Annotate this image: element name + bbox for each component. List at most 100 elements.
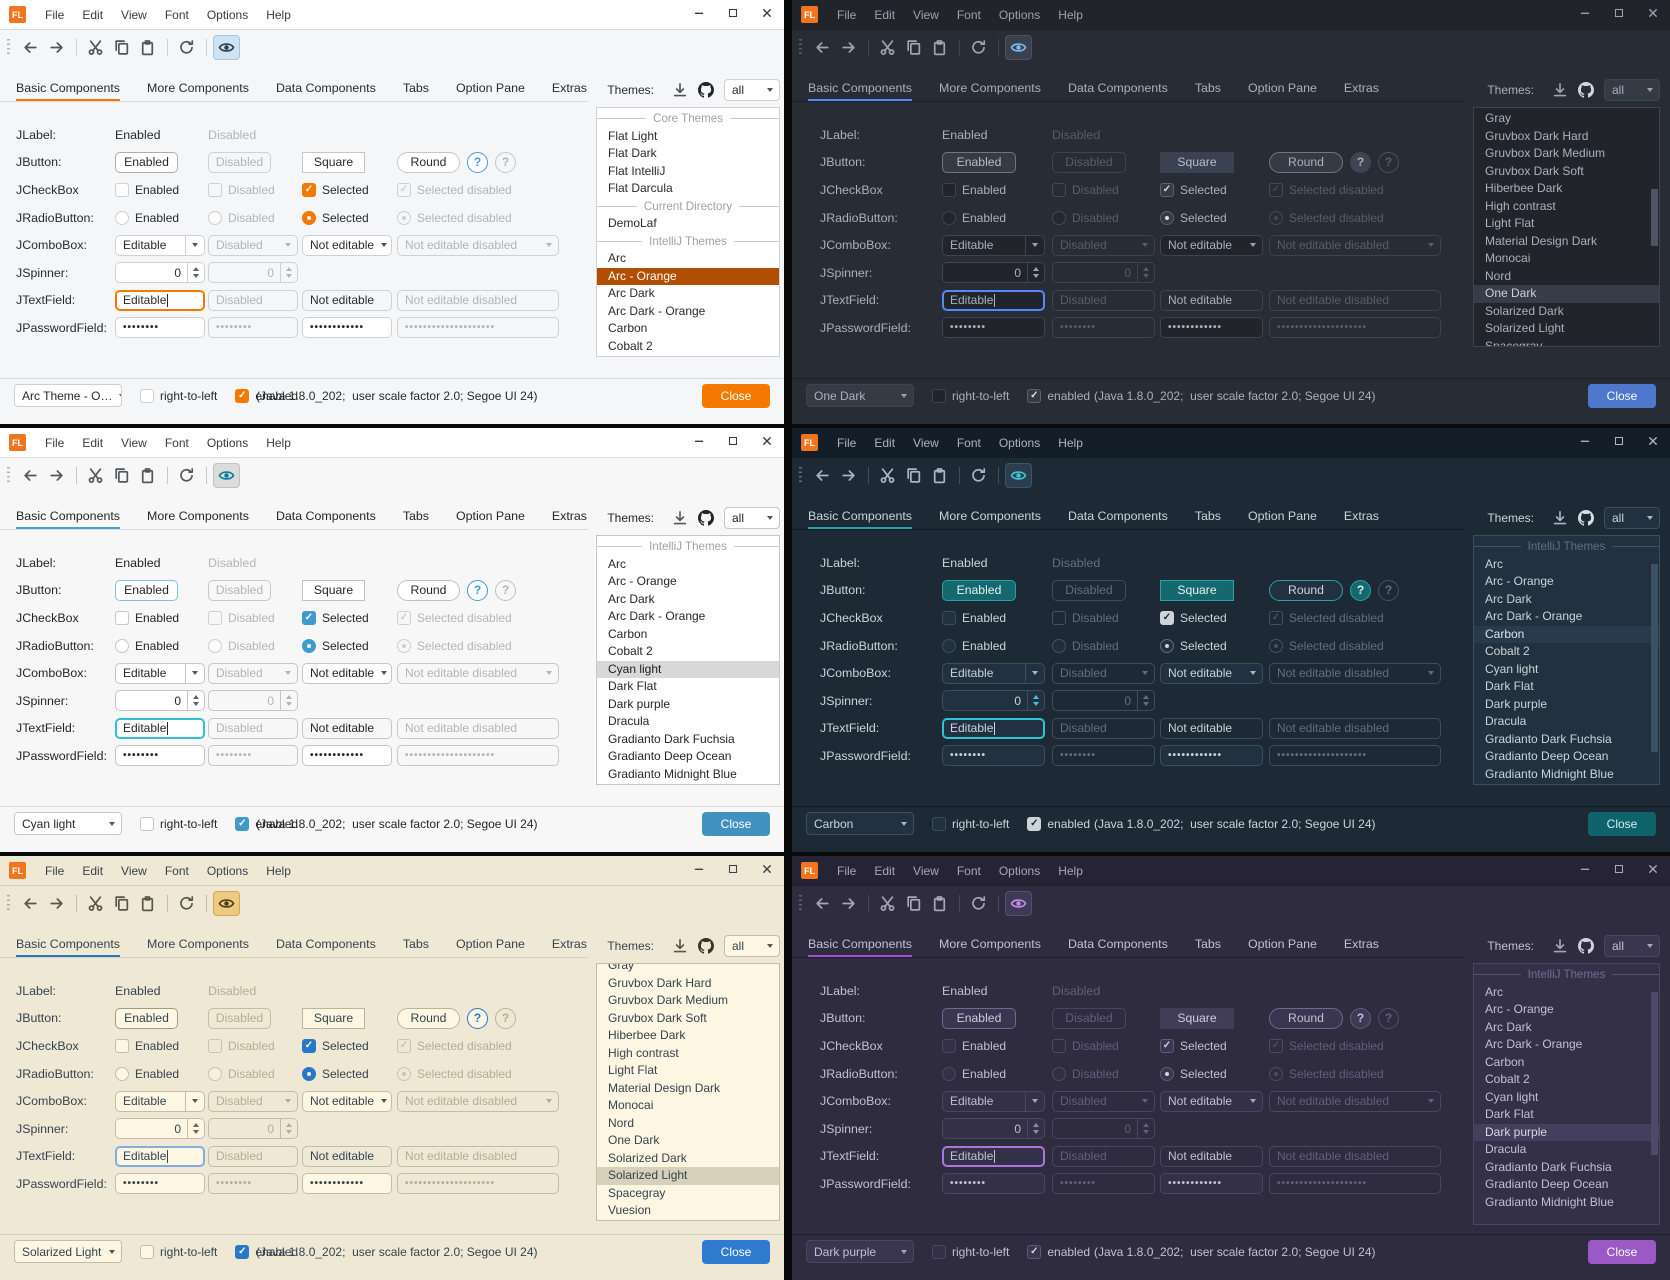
disabled-button[interactable]: Disabled	[1052, 151, 1126, 173]
tab-tabs[interactable]: Tabs	[1194, 509, 1221, 523]
passwordfield[interactable]: ••••••••••••••••••••	[397, 317, 559, 339]
theme-list-item[interactable]: Gradianto Deep Ocean	[608, 749, 732, 763]
right-to-left-checkbox[interactable]: right-to-left	[932, 1244, 1009, 1259]
theme-list-item[interactable]: Spacegray	[1485, 338, 1543, 347]
cut-button[interactable]	[875, 463, 899, 487]
menu-options[interactable]: Options	[206, 7, 249, 22]
tab-extras[interactable]: Extras	[551, 81, 587, 95]
theme-list-item[interactable]: Cobalt 2	[608, 644, 653, 658]
menu-help[interactable]: Help	[1058, 7, 1083, 22]
github-icon[interactable]	[698, 509, 714, 526]
theme-list-item-selected[interactable]: One Dark	[1474, 285, 1659, 303]
theme-combobox[interactable]: Dark purple	[806, 1240, 914, 1263]
round-button[interactable]: Round	[397, 1007, 460, 1029]
textfield-not-editable-disabled[interactable]: Not editable disabled	[1269, 717, 1441, 739]
tab-basic-components[interactable]: Basic Components	[16, 504, 120, 530]
menu-font[interactable]: Font	[164, 7, 189, 22]
paste-button[interactable]	[927, 891, 951, 915]
right-to-left-checkbox[interactable]: right-to-left	[932, 388, 1009, 403]
maximize-button[interactable]	[716, 856, 750, 885]
passwordfield[interactable]: ••••••••	[115, 745, 205, 767]
theme-list-item[interactable]: High contrast	[1485, 198, 1556, 213]
radio-selected[interactable]: Selected	[302, 1066, 397, 1081]
round-button[interactable]: Round	[1269, 151, 1343, 173]
tab-tabs[interactable]: Tabs	[1194, 81, 1221, 95]
spinner-disabled[interactable]: 0	[208, 262, 298, 284]
theme-list-item[interactable]: Nord	[608, 1115, 635, 1130]
menu-file[interactable]: File	[837, 7, 857, 22]
menu-edit[interactable]: Edit	[82, 863, 104, 878]
theme-list-item[interactable]: Hiberbee Dark	[608, 1028, 686, 1042]
theme-list-item[interactable]: One Dark	[608, 1133, 660, 1147]
right-to-left-checkbox[interactable]: right-to-left	[140, 1244, 217, 1259]
round-button[interactable]: Round	[1269, 1007, 1343, 1029]
theme-list-item[interactable]: Gradianto Dark Fuchsia	[608, 731, 735, 746]
square-button[interactable]: Square	[1160, 1007, 1234, 1029]
menu-view[interactable]: View	[913, 435, 939, 450]
checkbox-selected[interactable]: Selected	[1160, 182, 1269, 197]
menu-help[interactable]: Help	[266, 863, 291, 878]
theme-list-item[interactable]: Flat IntelliJ	[608, 163, 666, 178]
checkbox-disabled[interactable]: Disabled	[1052, 610, 1160, 625]
eye-toggle-button[interactable]	[1005, 34, 1032, 60]
theme-list-item[interactable]: Light Flat	[608, 1063, 658, 1077]
menu-file[interactable]: File	[45, 7, 65, 22]
cut-button[interactable]	[83, 891, 107, 915]
theme-list-item[interactable]: Dark Flat	[608, 679, 657, 693]
checkbox-selected-disabled[interactable]: Selected disabled	[397, 182, 567, 197]
menu-file[interactable]: File	[45, 863, 65, 878]
help-button-disabled[interactable]: ?	[495, 579, 516, 601]
close-button[interactable]: Close	[1588, 1239, 1656, 1264]
tab-data-components[interactable]: Data Components	[275, 937, 376, 951]
textfield-not-editable[interactable]: Not editable	[302, 717, 392, 739]
radio-enabled[interactable]: Enabled	[942, 1066, 1052, 1081]
close-button[interactable]: Close	[702, 383, 770, 408]
theme-list-item[interactable]: Gray	[608, 963, 635, 972]
tab-more-components[interactable]: More Components	[939, 937, 1041, 951]
checkbox-enabled[interactable]: Enabled	[115, 182, 208, 197]
minimize-button[interactable]	[682, 0, 716, 29]
back-button[interactable]	[810, 463, 834, 487]
minimize-button[interactable]	[1568, 856, 1602, 885]
right-to-left-checkbox[interactable]: right-to-left	[932, 816, 1009, 831]
passwordfield[interactable]: ••••••••••••	[302, 1173, 392, 1195]
tab-more-components[interactable]: More Components	[939, 509, 1041, 523]
theme-list-item[interactable]: Gradianto Midnight Blue	[1485, 766, 1614, 781]
radio-enabled[interactable]: Enabled	[942, 210, 1052, 225]
square-button[interactable]: Square	[302, 151, 365, 173]
checkbox-selected[interactable]: Selected	[302, 610, 397, 625]
scrollbar-thumb[interactable]	[1651, 189, 1658, 246]
combobox-disabled[interactable]: Disabled	[1052, 662, 1155, 684]
tab-data-components[interactable]: Data Components	[1067, 81, 1168, 95]
tab-option-pane[interactable]: Option Pane	[455, 81, 525, 95]
radio-enabled[interactable]: Enabled	[115, 1066, 208, 1081]
theme-combobox[interactable]: One Dark	[806, 384, 914, 407]
toolbar-grip[interactable]	[799, 467, 802, 483]
tab-data-components[interactable]: Data Components	[275, 509, 376, 523]
download-themes-icon[interactable]	[1552, 82, 1568, 98]
passwordfield[interactable]: ••••••••	[1052, 1173, 1155, 1195]
eye-toggle-button[interactable]	[1005, 462, 1032, 488]
theme-list-item[interactable]: Dark Flat	[1485, 679, 1534, 693]
scrollbar-thumb[interactable]	[1651, 992, 1658, 1155]
menu-font[interactable]: Font	[164, 863, 189, 878]
combobox-not-editable[interactable]: Not editable	[1160, 234, 1263, 256]
tab-more-components[interactable]: More Components	[939, 81, 1041, 95]
paste-button[interactable]	[927, 463, 951, 487]
menu-options[interactable]: Options	[206, 863, 249, 878]
checkbox-selected-disabled[interactable]: Selected disabled	[397, 610, 567, 625]
theme-list-item[interactable]: Cobalt 2	[1485, 1072, 1530, 1086]
passwordfield[interactable]: ••••••••	[1052, 745, 1155, 767]
combobox-not-editable-disabled[interactable]: Not editable disabled	[1269, 234, 1441, 256]
theme-list-item[interactable]: Monocai	[608, 1098, 654, 1112]
disabled-button[interactable]: Disabled	[1052, 1007, 1126, 1029]
passwordfield[interactable]: ••••••••	[115, 1173, 205, 1195]
theme-list-item-selected[interactable]: Solarized Light	[597, 1167, 779, 1185]
tab-extras[interactable]: Extras	[1343, 937, 1379, 951]
passwordfield[interactable]: ••••••••	[115, 317, 205, 339]
textfield-not-editable-disabled[interactable]: Not editable disabled	[397, 717, 559, 739]
spinner-disabled[interactable]: 0	[1052, 262, 1155, 284]
checkbox-selected[interactable]: Selected	[302, 182, 397, 197]
menu-edit[interactable]: Edit	[874, 7, 896, 22]
passwordfield[interactable]: ••••••••	[208, 317, 298, 339]
